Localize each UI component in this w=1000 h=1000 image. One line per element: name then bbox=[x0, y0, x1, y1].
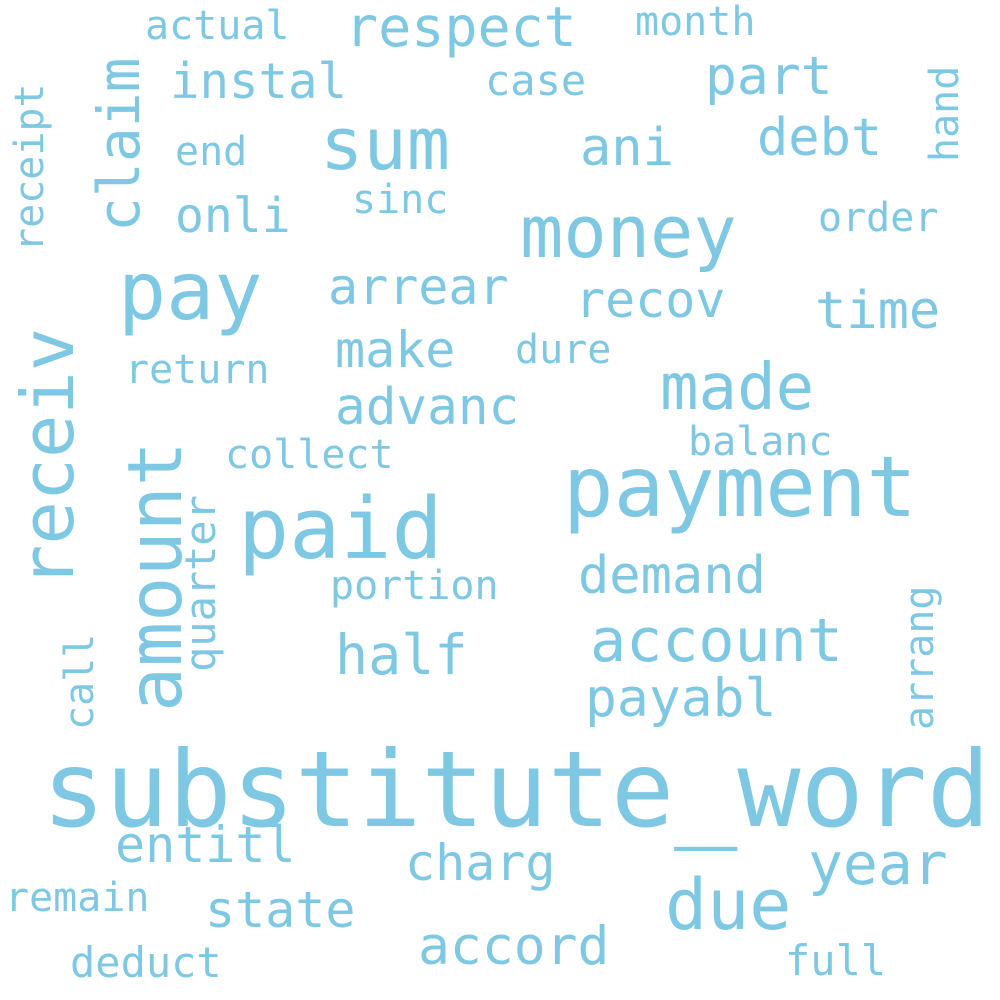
word-money: money bbox=[520, 190, 737, 274]
word-due: due bbox=[665, 864, 792, 946]
word-balanc: balanc bbox=[688, 419, 833, 465]
word-actual: actual bbox=[145, 3, 290, 49]
word-return: return bbox=[125, 347, 270, 393]
word-remain: remain bbox=[5, 875, 150, 921]
word-order: order bbox=[818, 195, 939, 241]
word-payabl: payabl bbox=[585, 668, 777, 729]
word-case: case bbox=[485, 56, 587, 105]
word-portion: portion bbox=[330, 563, 499, 609]
word-substitute-word: substitute_word bbox=[42, 729, 991, 851]
word-payment: payment bbox=[563, 438, 918, 536]
word-full: full bbox=[785, 936, 887, 985]
word-state: state bbox=[205, 881, 356, 939]
word-hand: hand bbox=[922, 65, 968, 162]
word-sinc: sinc bbox=[352, 177, 449, 223]
word-month: month bbox=[635, 0, 756, 45]
word-collect: collect bbox=[225, 432, 394, 478]
word-paid: paid bbox=[238, 480, 443, 579]
word-receiv: receiv bbox=[6, 327, 90, 588]
word-account: account bbox=[590, 606, 843, 676]
word-ani: ani bbox=[580, 118, 674, 178]
word-recov: recov bbox=[575, 271, 726, 329]
word-debt: debt bbox=[757, 108, 883, 168]
word-pay: pay bbox=[118, 245, 263, 338]
word-receipt: receipt bbox=[7, 83, 53, 252]
word-demand: demand bbox=[578, 546, 766, 606]
word-respect: respect bbox=[345, 0, 577, 59]
word-entitl: entitl bbox=[115, 816, 296, 874]
word-make: make bbox=[335, 321, 456, 379]
word-part: part bbox=[705, 46, 833, 107]
word-charg: charg bbox=[405, 834, 556, 892]
word-advanc: advanc bbox=[335, 378, 520, 437]
word-instal: instal bbox=[170, 53, 348, 110]
word-deduct: deduct bbox=[70, 938, 222, 987]
word-dure: dure bbox=[515, 327, 612, 373]
word-year: year bbox=[808, 830, 948, 898]
word-made: made bbox=[660, 351, 815, 425]
word-sum: sum bbox=[320, 102, 451, 186]
word-onli: onli bbox=[175, 188, 291, 244]
word-claim: claim bbox=[85, 57, 153, 232]
word-call: call bbox=[57, 633, 103, 730]
word-time: time bbox=[815, 281, 941, 341]
word-quarter: quarter bbox=[176, 494, 225, 672]
word-half: half bbox=[335, 623, 468, 687]
word-accord: accord bbox=[418, 916, 610, 977]
word-end: end bbox=[175, 129, 248, 175]
word-arrang: arrang bbox=[897, 585, 943, 731]
word-arrear: arrear bbox=[328, 258, 509, 316]
